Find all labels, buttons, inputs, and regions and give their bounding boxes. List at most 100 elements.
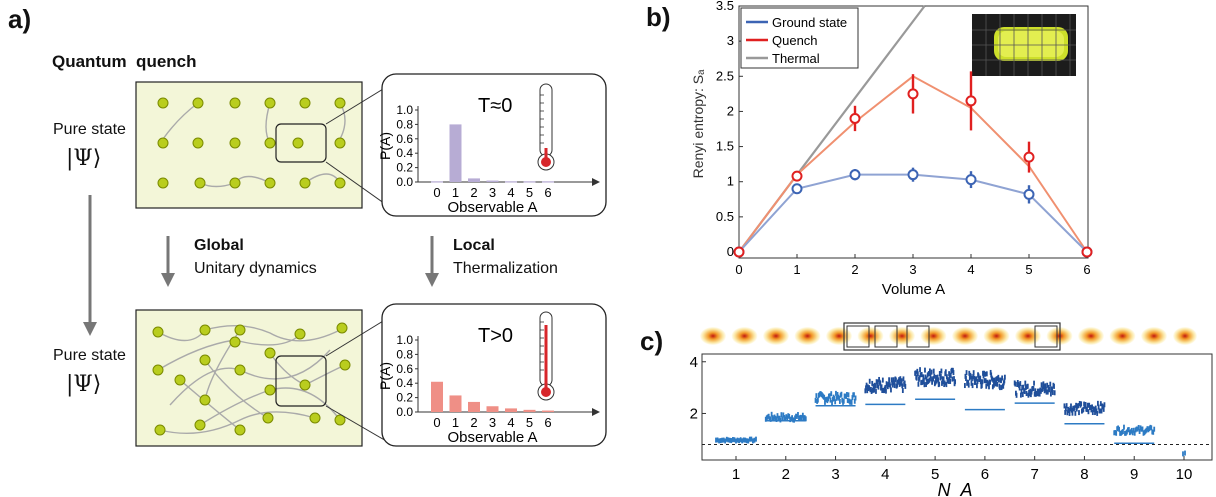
c-data-point — [773, 414, 776, 420]
c-data-point — [1019, 381, 1022, 387]
c-data-point — [928, 377, 931, 383]
c-data-point — [1051, 387, 1054, 393]
c-data-point — [798, 415, 800, 421]
c-data-point — [985, 371, 988, 377]
c-data-point — [1021, 392, 1024, 398]
chart-b-plot: 0 1 2 3 4 5 6 0 0.5 1 1.5 2 2.5 3 3.5 Volume A Renyi ent… — [690, 0, 1093, 298]
c-data-point — [870, 388, 873, 394]
c-data-point — [922, 374, 925, 380]
c-data-point — [885, 388, 887, 394]
c-data-point — [1103, 402, 1106, 408]
c-data-point — [1132, 427, 1135, 433]
c-data-point — [792, 417, 794, 423]
c-data-point — [1068, 410, 1071, 416]
c-data-point — [873, 387, 875, 393]
c-xtick-label: 8 — [1080, 466, 1088, 483]
lattice-box-bottom — [135, 309, 363, 447]
strip-region-box — [843, 322, 1061, 351]
c-data-point — [1065, 403, 1068, 409]
b-legend: Ground state Quench Thermal — [740, 7, 859, 69]
c-data-point — [1137, 424, 1140, 430]
c-data-point — [982, 370, 984, 376]
strip-atom — [920, 327, 947, 345]
c-data-point — [1045, 389, 1048, 395]
c-data-point — [1144, 428, 1147, 434]
c-data-point — [1145, 427, 1148, 433]
c-data-point — [1126, 429, 1128, 435]
c-data-point — [983, 378, 986, 384]
c-data-point — [1116, 426, 1119, 432]
c-data-point — [1114, 430, 1117, 436]
c-data-point — [991, 384, 994, 390]
c-data-point — [1064, 409, 1067, 415]
inset-x-arrow — [592, 408, 600, 416]
c-data-point — [874, 383, 877, 389]
c-data-point — [997, 377, 1000, 383]
b-legend-label: Quench — [772, 33, 818, 48]
c-data-point — [850, 399, 853, 405]
c-data-point — [930, 376, 932, 382]
c-data-point — [989, 379, 991, 385]
c-data-point — [1125, 430, 1127, 436]
atom-image-inset — [972, 14, 1076, 76]
c-xtick-label: 1 — [732, 466, 740, 483]
quantum-quench-heading: Quantum quench — [52, 52, 197, 71]
inset-xtick-label: 5 — [526, 185, 533, 200]
b-ytick-label: 0 — [727, 244, 734, 259]
inset-ytick-label: 0.0 — [396, 405, 413, 419]
inset-bar — [505, 408, 517, 412]
inset-ylabel: P(A) — [377, 362, 393, 390]
c-data-point — [834, 399, 837, 405]
c-data-point — [901, 388, 904, 394]
c-data-point — [1002, 383, 1005, 389]
c-data-point — [1028, 391, 1031, 397]
c-data-point — [1046, 382, 1049, 388]
c-data-point — [1123, 424, 1125, 430]
c-data-point — [854, 395, 857, 401]
b-ytick-label: 2.5 — [716, 68, 734, 83]
c-data-point — [973, 375, 976, 381]
c-data-point — [920, 372, 923, 378]
c-data-point — [990, 372, 993, 378]
c-data-point — [987, 381, 990, 387]
c-data-point — [925, 376, 928, 382]
c-data-point — [975, 376, 978, 382]
b-ytick-label: 3 — [727, 33, 734, 48]
c-data-point — [769, 416, 772, 422]
c-data-point — [999, 385, 1001, 391]
strip-selected-site — [874, 325, 898, 348]
c-data-point — [997, 374, 1000, 380]
psi-symbol-top: |Ψ⟩ — [66, 146, 102, 171]
c-data-point — [918, 375, 921, 381]
inset-xtick-label: 4 — [507, 415, 514, 430]
c-data-point — [1041, 386, 1044, 392]
c-data-point — [828, 393, 831, 399]
c-data-point — [1003, 378, 1006, 384]
strip-atom — [952, 327, 978, 345]
c-data-point — [965, 370, 968, 376]
c-data-point — [1131, 430, 1134, 436]
c-data-point — [889, 383, 892, 389]
c-data-point — [1099, 401, 1102, 407]
c-data-point — [995, 376, 998, 382]
c-data-point — [1048, 386, 1051, 392]
c-data-point — [1077, 403, 1080, 409]
c-data-point — [875, 379, 878, 385]
c-data-point — [904, 383, 907, 389]
inset-ytick-label: 0.6 — [396, 362, 413, 376]
c-data-point — [846, 397, 849, 403]
c-data-point — [802, 415, 805, 421]
c-data-point — [1066, 410, 1069, 416]
c-data-point — [795, 413, 797, 419]
c-data-point — [1050, 391, 1052, 397]
c-data-point — [983, 370, 985, 376]
c-xtick-label: 3 — [831, 466, 839, 483]
c-data-point — [1078, 410, 1080, 416]
c-data-point — [1001, 375, 1004, 381]
c-data-point — [1151, 429, 1154, 435]
c-data-point — [899, 376, 902, 382]
inset-bar — [431, 381, 443, 412]
c-data-point — [794, 415, 796, 421]
c-data-point — [1139, 425, 1142, 431]
c-data-point — [1022, 384, 1025, 390]
